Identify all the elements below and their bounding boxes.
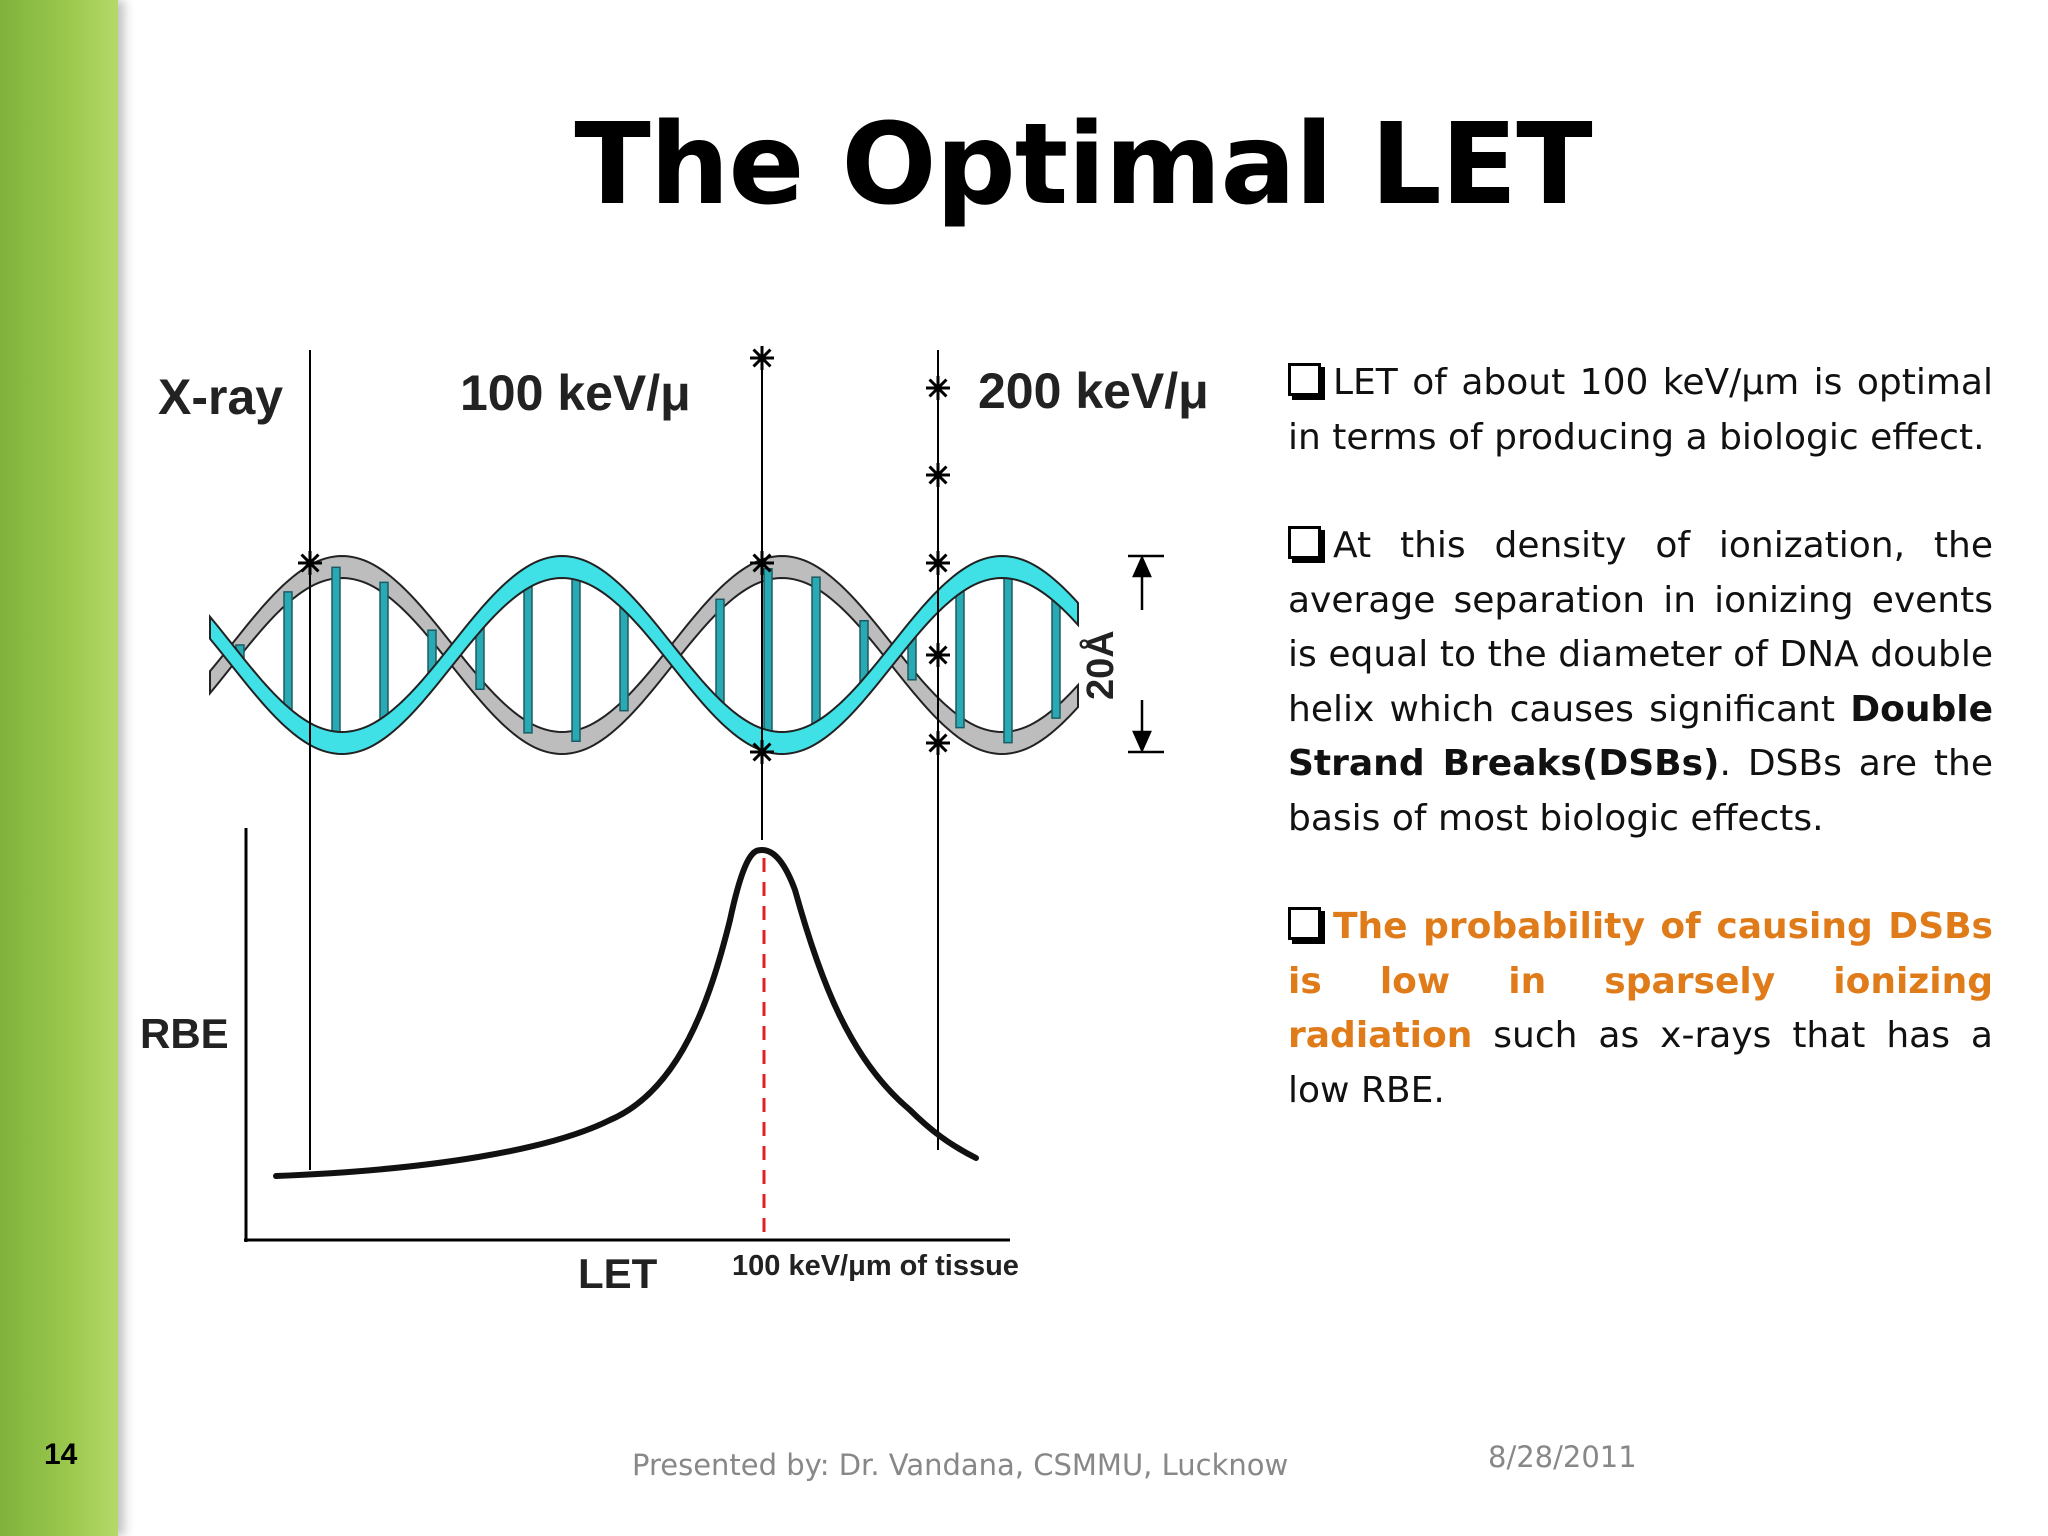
base-pair-rung: [715, 598, 725, 712]
figure-drawing: [209, 346, 1164, 1242]
helix-diameter-dimension: [1128, 554, 1164, 754]
bullet-ionization-density: At this density of ionization, the avera…: [1288, 519, 1993, 846]
dna-base-pairs: [235, 566, 1061, 744]
base-pair-rung: [1051, 591, 1061, 719]
base-pair-rung: [811, 576, 821, 734]
ionization-star-icon: [750, 740, 774, 764]
base-pair-rung: [619, 598, 629, 712]
let-rbe-figure: X-ray 100 keV/μ 200 keV/μ 20Å RBE LET 10…: [130, 330, 1260, 1330]
dna-back-strand: [209, 554, 1079, 756]
base-pair-rung: [331, 566, 341, 744]
front-strand-ribbon: [209, 554, 1079, 756]
rbe-curve: [273, 846, 979, 1179]
slide-title: The Optimal LET: [574, 100, 1592, 230]
footer-presenter: Presented by: Dr. Vandana, CSMMU, Luckno…: [632, 1448, 1289, 1482]
back-strand-ribbon: [209, 554, 1079, 756]
ionization-star-icon: [926, 463, 950, 487]
ionization-event-markers: [298, 346, 950, 764]
base-pair-rung: [571, 568, 581, 742]
checkbox-bullet-icon: [1288, 907, 1321, 940]
base-pair-rung: [763, 568, 773, 742]
explanation-text: LET of about 100 keV/µm is optimal in te…: [1288, 356, 1993, 1172]
ionization-star-icon: [926, 376, 950, 400]
slide-number: 14: [44, 1438, 78, 1471]
bullet-optimal-let: LET of about 100 keV/µm is optimal in te…: [1288, 356, 1993, 465]
ionization-star-icon: [926, 551, 950, 575]
kev100-label: 100 keV/μ: [460, 365, 691, 421]
ionization-star-icon: [926, 643, 950, 667]
footer-date: 8/28/2011: [1488, 1440, 1637, 1474]
base-pair-rung: [955, 581, 965, 729]
bullet-2-text: At this density of ionization, the avera…: [1288, 525, 1993, 730]
checkbox-bullet-icon: [1288, 363, 1321, 396]
ionization-star-icon: [926, 731, 950, 755]
rbe-axis-label: RBE: [140, 1010, 229, 1057]
let-axis-label: LET: [578, 1250, 658, 1297]
bullet-3-highlight: The probability of causing DSBs is low i…: [1288, 906, 1993, 1056]
dsb-term: Double Strand Breaks(DSBs): [1288, 688, 1993, 785]
base-pair-rung: [283, 591, 293, 719]
let-peak-label: 100 keV/μm of tissue: [732, 1250, 1019, 1282]
bullet-dsb-probability: The probability of causing DSBs is low i…: [1288, 900, 1993, 1118]
ionization-star-icon: [750, 551, 774, 575]
dna-front-strand: [209, 554, 1079, 756]
helix-width-label: 20Å: [1080, 630, 1122, 700]
ionization-star-icon: [298, 551, 322, 575]
bullet-2-tail: . DSBs are the basis of most biologic ef…: [1288, 743, 1993, 839]
base-pair-rung: [379, 581, 389, 729]
side-accent-bar: [0, 0, 118, 1536]
kev200-label: 200 keV/μ: [978, 363, 1209, 419]
bullet-1-text: LET of about 100 keV/µm is optimal in te…: [1288, 362, 1993, 458]
bullet-3-tail: such as x-rays that has a low RBE.: [1288, 1015, 1993, 1111]
xray-label: X-ray: [158, 369, 284, 425]
checkbox-bullet-icon: [1288, 526, 1321, 559]
base-pair-rung: [523, 576, 533, 734]
base-pair-rung: [1003, 566, 1013, 744]
ionization-star-icon: [750, 346, 774, 370]
